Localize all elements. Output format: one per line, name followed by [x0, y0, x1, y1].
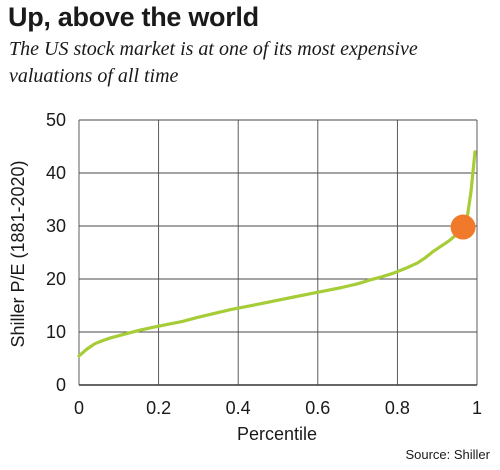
- x-tick-label: 0: [74, 398, 84, 418]
- y-tick-label: 20: [46, 269, 66, 289]
- y-tick-label: 10: [46, 322, 66, 342]
- y-tick-label: 50: [46, 110, 66, 130]
- chart-title: Up, above the world: [8, 2, 259, 32]
- y-tick-labels: 0 10 20 30 40 50: [46, 110, 66, 395]
- x-tick-label: 0.6: [305, 398, 330, 418]
- source-note: Source: Shiller: [405, 447, 490, 462]
- y-tick-label: 40: [46, 163, 66, 183]
- y-tick-label: 0: [56, 375, 66, 395]
- y-tick-label: 30: [46, 216, 66, 236]
- highlight-markers: [450, 214, 476, 240]
- series-lines: [77, 150, 477, 358]
- x-tick-label: 1: [472, 398, 482, 418]
- x-tick-label: 0.8: [385, 398, 410, 418]
- gridlines: [78, 119, 478, 386]
- chart-subtitle: The US stock market is at one of its mos…: [9, 38, 418, 87]
- x-tick-label: 0.4: [226, 398, 251, 418]
- x-tick-labels: 0 0.2 0.4 0.6 0.8 1: [74, 398, 482, 418]
- y-axis-title: Shiller P/E (1881-2020): [8, 160, 28, 347]
- series-line: [77, 150, 477, 358]
- x-axis-title: Percentile: [237, 424, 317, 444]
- current-value-marker: [450, 214, 476, 240]
- x-tick-label: 0.2: [146, 398, 171, 418]
